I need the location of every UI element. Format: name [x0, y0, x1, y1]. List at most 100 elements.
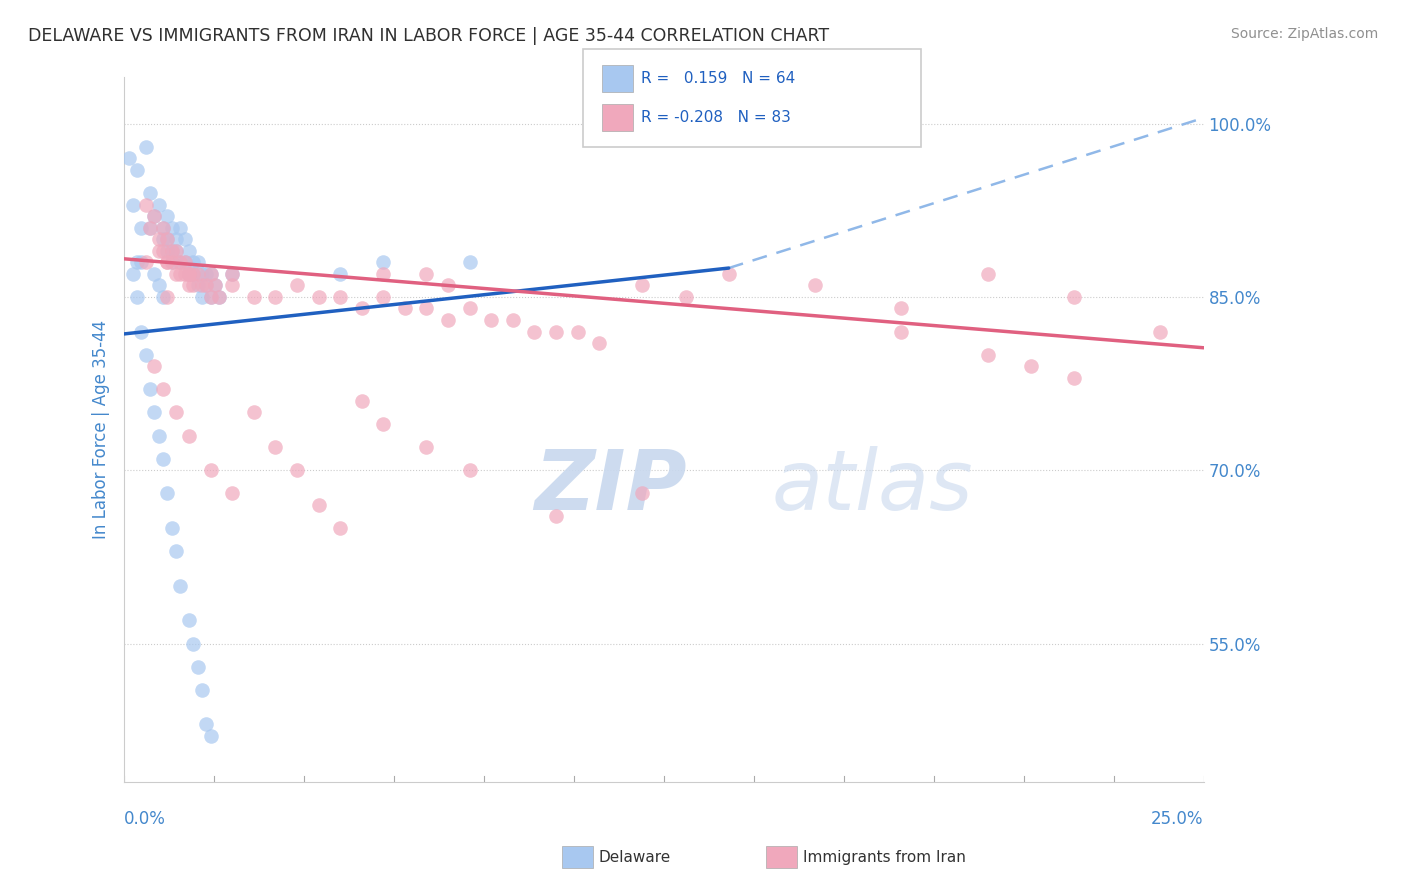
Point: [169, 220, 191, 235]
Point: [373, 417, 395, 431]
Point: [373, 290, 395, 304]
Point: [143, 267, 166, 281]
Point: [135, 197, 157, 211]
Point: [208, 290, 231, 304]
Point: [285, 278, 308, 293]
Point: [121, 267, 143, 281]
Point: [131, 220, 153, 235]
Point: [200, 729, 222, 743]
Point: [131, 325, 153, 339]
Point: [139, 383, 162, 397]
Point: [373, 255, 395, 269]
Point: [977, 267, 1000, 281]
Point: [139, 186, 162, 200]
Point: [143, 359, 166, 374]
Point: [156, 232, 179, 246]
Point: [1063, 371, 1085, 385]
Point: [169, 267, 191, 281]
Point: [329, 290, 352, 304]
Point: [200, 267, 222, 281]
Text: R =   0.159   N = 64: R = 0.159 N = 64: [641, 71, 796, 86]
Point: [160, 244, 183, 258]
Point: [523, 325, 546, 339]
Point: [502, 313, 524, 327]
Point: [148, 197, 170, 211]
Point: [156, 290, 179, 304]
Point: [117, 151, 139, 165]
Point: [148, 244, 170, 258]
Point: [890, 301, 912, 316]
Point: [195, 717, 218, 731]
Point: [160, 220, 183, 235]
Point: [187, 267, 209, 281]
Point: [143, 209, 166, 223]
Point: [264, 290, 287, 304]
Point: [135, 348, 157, 362]
Point: [187, 278, 209, 293]
Point: [458, 255, 481, 269]
Text: R = -0.208   N = 83: R = -0.208 N = 83: [641, 111, 792, 125]
Point: [156, 209, 179, 223]
Point: [173, 232, 195, 246]
Point: [152, 451, 174, 466]
Text: DELAWARE VS IMMIGRANTS FROM IRAN IN LABOR FORCE | AGE 35-44 CORRELATION CHART: DELAWARE VS IMMIGRANTS FROM IRAN IN LABO…: [28, 27, 830, 45]
Point: [148, 428, 170, 442]
Point: [152, 220, 174, 235]
Point: [437, 278, 460, 293]
Point: [121, 197, 143, 211]
Point: [181, 278, 204, 293]
Text: ZIP: ZIP: [534, 446, 688, 526]
Text: atlas: atlas: [772, 446, 973, 526]
Point: [191, 267, 214, 281]
Point: [156, 486, 179, 500]
Point: [567, 325, 589, 339]
Point: [675, 290, 697, 304]
Point: [148, 278, 170, 293]
Point: [204, 278, 226, 293]
Point: [195, 267, 218, 281]
Point: [181, 267, 204, 281]
Point: [890, 325, 912, 339]
Point: [350, 301, 373, 316]
Point: [169, 255, 191, 269]
Point: [221, 278, 243, 293]
Point: [373, 267, 395, 281]
Point: [156, 255, 179, 269]
Point: [200, 267, 222, 281]
Point: [152, 290, 174, 304]
Point: [135, 140, 157, 154]
Point: [139, 220, 162, 235]
Point: [208, 290, 231, 304]
Point: [165, 244, 187, 258]
Point: [160, 244, 183, 258]
Point: [415, 267, 437, 281]
Point: [152, 244, 174, 258]
Text: Source: ZipAtlas.com: Source: ZipAtlas.com: [1230, 27, 1378, 41]
Point: [415, 440, 437, 454]
Point: [160, 255, 183, 269]
Point: [437, 313, 460, 327]
Point: [588, 336, 610, 351]
Point: [191, 682, 214, 697]
Point: [308, 290, 330, 304]
Point: [173, 255, 195, 269]
Point: [1149, 325, 1171, 339]
Point: [242, 405, 264, 419]
Point: [187, 659, 209, 673]
Point: [195, 278, 218, 293]
Point: [195, 278, 218, 293]
Point: [221, 486, 243, 500]
Point: [165, 244, 187, 258]
Point: [181, 636, 204, 650]
Point: [329, 267, 352, 281]
Text: 0.0%: 0.0%: [124, 810, 166, 828]
Point: [131, 255, 153, 269]
Text: Immigrants from Iran: Immigrants from Iran: [803, 850, 966, 864]
Point: [394, 301, 416, 316]
Point: [285, 463, 308, 477]
Point: [631, 486, 654, 500]
Point: [160, 255, 183, 269]
Point: [165, 232, 187, 246]
Point: [173, 267, 195, 281]
Point: [143, 209, 166, 223]
